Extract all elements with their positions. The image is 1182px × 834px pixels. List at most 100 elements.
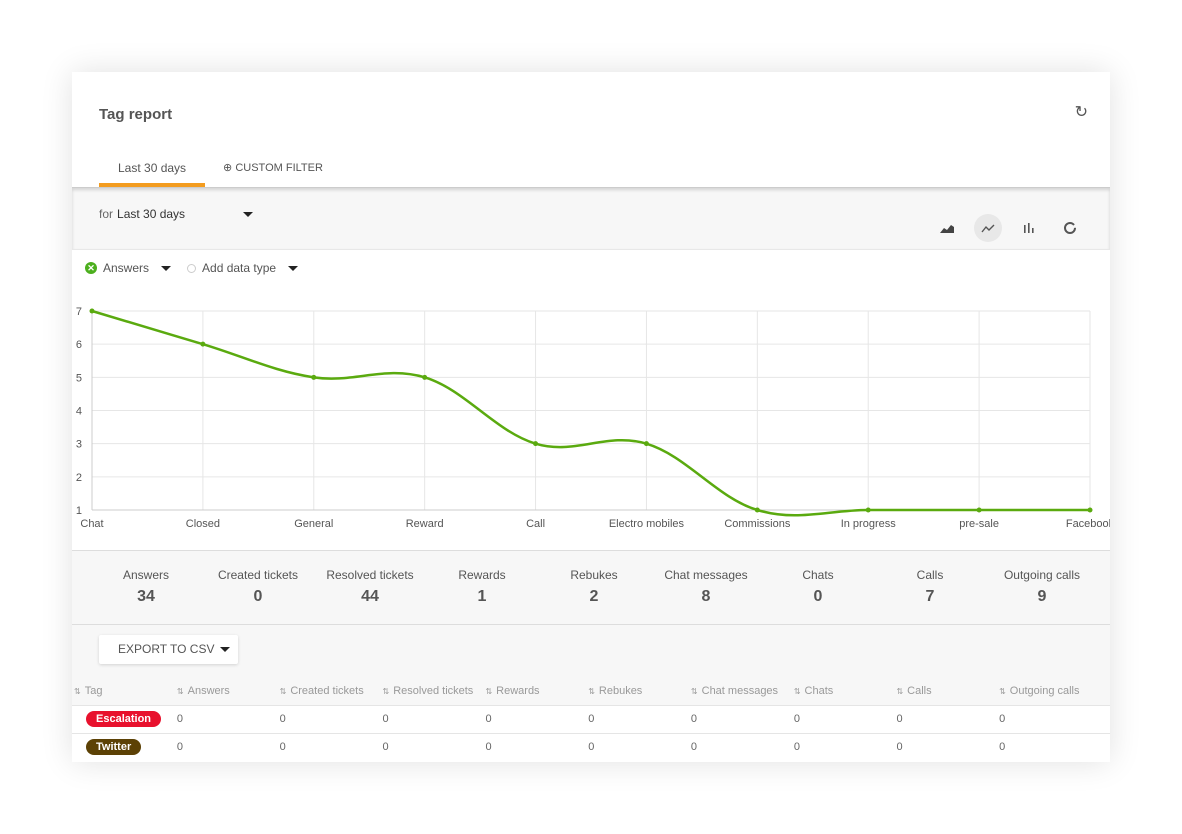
y-tick-label: 1 xyxy=(76,505,82,517)
value-cell: 0 xyxy=(174,704,278,733)
stat-label: Chat messages xyxy=(664,568,748,582)
tab-last-30-days[interactable]: Last 30 days xyxy=(99,160,206,187)
sort-icon: ⇅ xyxy=(999,686,1006,696)
column-label: Rewards xyxy=(496,684,540,697)
x-tick-label: Commissions xyxy=(724,518,791,530)
refresh-icon[interactable]: ↻ xyxy=(1074,104,1088,121)
series-answers[interactable]: Answers xyxy=(103,261,150,275)
column-header[interactable]: ⇅ Chat messages xyxy=(689,677,792,705)
stat-label: Chats xyxy=(802,568,834,582)
column-label: Answers xyxy=(187,684,230,697)
stat-value: 9 xyxy=(1037,588,1047,605)
x-tick-label: In progress xyxy=(841,518,897,530)
sort-icon: ⇅ xyxy=(176,686,184,696)
page-title: Tag report xyxy=(99,106,173,123)
column-label: Calls xyxy=(907,684,932,697)
column-label: Outgoing calls xyxy=(1009,684,1080,697)
column-label: Tag xyxy=(84,684,103,697)
tag-cell: Escalation xyxy=(72,704,175,733)
sort-icon: ⇅ xyxy=(74,686,81,696)
column-label: Resolved tickets xyxy=(393,684,474,697)
value-cell: 0 xyxy=(688,732,792,761)
donut-chart-icon[interactable] xyxy=(1056,214,1084,242)
area-chart-icon[interactable] xyxy=(933,214,961,242)
table-toolbar: EXPORT TO CSV xyxy=(72,625,1110,705)
stat-value: 34 xyxy=(137,588,155,605)
column-label: Chat messages xyxy=(701,684,779,697)
value-cell: 0 xyxy=(380,732,484,761)
sort-icon: ⇅ xyxy=(896,686,904,696)
sort-icon: ⇅ xyxy=(588,686,595,696)
caret-down-icon[interactable] xyxy=(288,265,299,271)
x-tick-label: Closed xyxy=(186,518,220,530)
column-header[interactable]: ⇅ Rebukes xyxy=(586,677,689,705)
value-cell: 0 xyxy=(688,704,792,733)
stat-item: Chats 0 xyxy=(762,551,874,624)
column-label: Created tickets xyxy=(290,684,364,697)
column-header[interactable]: ⇅ Resolved tickets xyxy=(381,677,484,705)
column-label: Rebukes xyxy=(598,684,643,697)
y-tick-label: 4 xyxy=(76,406,82,418)
stat-item: Answers 34 xyxy=(90,551,202,624)
column-header[interactable]: ⇅ Calls xyxy=(894,677,997,705)
line-chart-icon[interactable] xyxy=(974,214,1002,242)
x-tick-label: Chat xyxy=(80,518,103,530)
add-data-type[interactable]: Add data type xyxy=(202,261,277,275)
data-point xyxy=(422,374,428,380)
data-point xyxy=(865,507,871,513)
value-cell: 0 xyxy=(174,732,278,761)
remove-series-icon[interactable]: ✕ xyxy=(85,262,97,274)
data-point xyxy=(976,507,982,513)
sort-icon: ⇅ xyxy=(793,686,801,696)
stat-value: 8 xyxy=(701,588,711,605)
value-cell: 0 xyxy=(997,704,1110,733)
y-tick-label: 7 xyxy=(76,306,82,318)
period-value: Last 30 days xyxy=(117,207,186,221)
column-header[interactable]: ⇅ Chats xyxy=(792,677,895,705)
period-prefix: for xyxy=(99,207,114,221)
export-csv-button[interactable]: EXPORT TO CSV xyxy=(99,635,238,664)
bar-chart-icon[interactable] xyxy=(1015,214,1043,242)
tabs: Last 30 days ⊕ CUSTOM FILTER xyxy=(99,160,342,187)
data-point xyxy=(754,507,760,513)
line-chart: 1 2 3 4 5 6 7 Chat Closed General Reward Call Electr… xyxy=(76,306,1110,530)
table-row: Escalation 0 0 0 0 0 0 0 0 0 xyxy=(72,704,1110,733)
column-header[interactable]: ⇅ Tag xyxy=(72,677,175,705)
stat-label: Rebukes xyxy=(570,568,618,582)
tag-cell: Twitter xyxy=(72,732,175,761)
x-tick-label: pre-sale xyxy=(959,518,999,530)
column-header[interactable]: ⇅ Created tickets xyxy=(278,677,381,705)
stat-item: Outgoing calls 9 xyxy=(986,551,1098,624)
data-point xyxy=(200,341,206,347)
value-cell: 0 xyxy=(894,704,998,733)
radio-icon[interactable] xyxy=(187,263,197,273)
tab-label: CUSTOM FILTER xyxy=(235,162,323,174)
sort-icon: ⇅ xyxy=(485,686,493,696)
value-cell: 0 xyxy=(277,704,381,733)
stats-row: Answers 34 Created tickets 0 Resolved ticket… xyxy=(72,550,1110,625)
export-label: EXPORT TO CSV xyxy=(118,642,215,656)
stat-label: Created tickets xyxy=(217,568,299,582)
series-selector: ✕ Answers Add data type xyxy=(85,261,299,275)
x-tick-label: Electro mobiles xyxy=(609,518,685,530)
period-select[interactable]: for Last 30 days xyxy=(99,207,254,221)
column-label: Chats xyxy=(804,684,834,697)
stat-value: 0 xyxy=(253,588,263,605)
stat-value: 44 xyxy=(361,588,379,605)
value-cell: 0 xyxy=(791,732,895,761)
stat-item: Chat messages 8 xyxy=(650,551,762,624)
tab-custom-filter[interactable]: ⊕ CUSTOM FILTER xyxy=(205,160,342,187)
stat-label: Resolved tickets xyxy=(326,568,414,582)
column-header[interactable]: ⇅ Outgoing calls xyxy=(997,677,1110,705)
caret-down-icon[interactable] xyxy=(161,265,172,271)
data-point xyxy=(1087,507,1093,513)
column-header[interactable]: ⇅ Rewards xyxy=(483,677,586,705)
stat-label: Outgoing calls xyxy=(1003,568,1081,582)
column-header[interactable]: ⇅ Answers xyxy=(175,677,278,705)
tag-pill[interactable]: Escalation xyxy=(86,711,162,727)
caret-down-icon xyxy=(243,212,254,218)
value-cell: 0 xyxy=(586,732,689,761)
stat-item: Resolved tickets 44 xyxy=(314,551,426,624)
data-point xyxy=(89,308,95,314)
tag-pill[interactable]: Twitter xyxy=(86,739,142,756)
